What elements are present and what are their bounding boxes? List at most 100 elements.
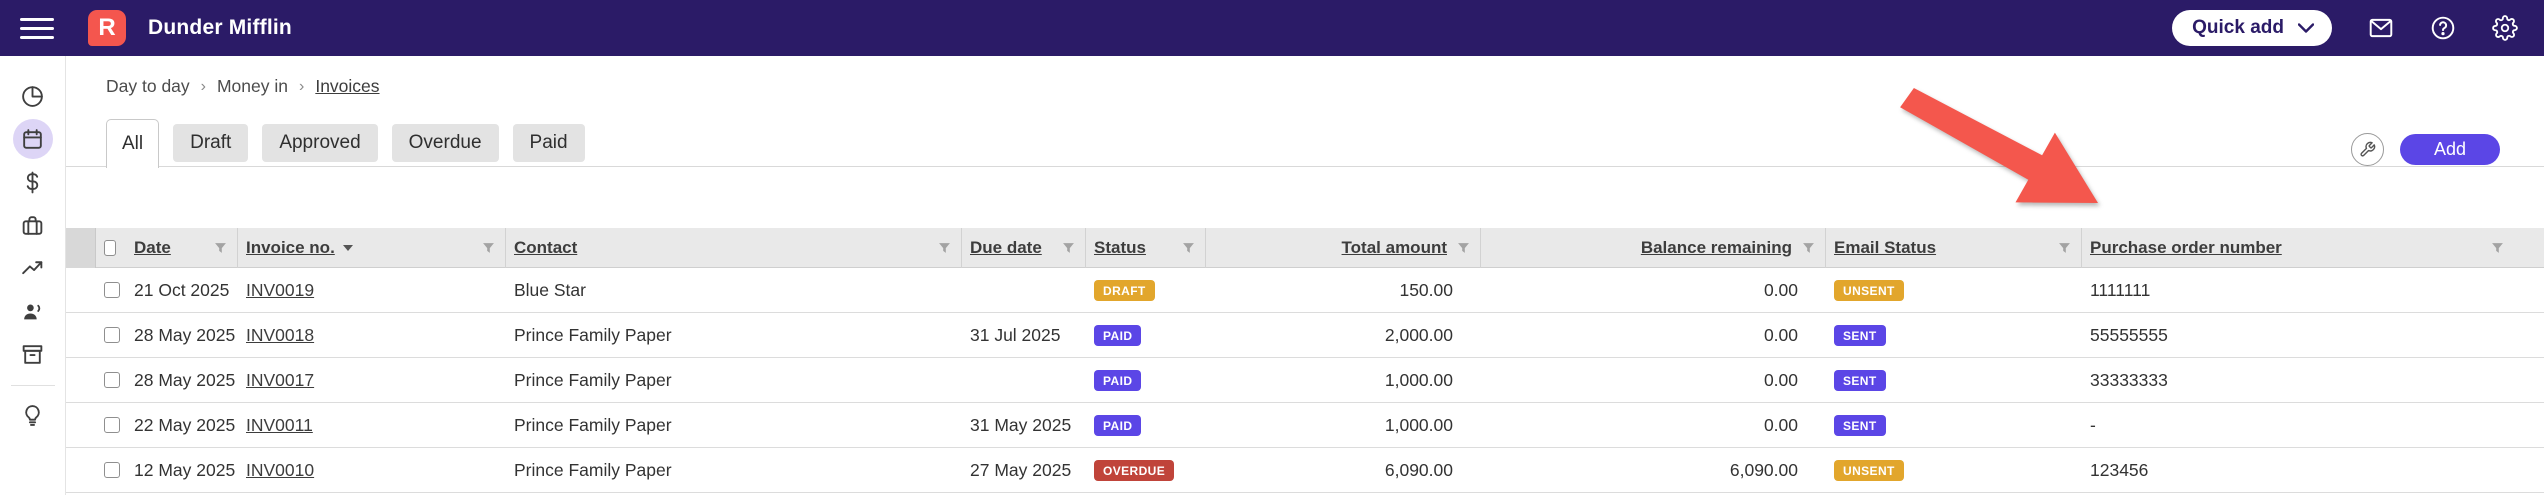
cell-purchase-order: 123456 [2090,459,2149,480]
breadcrumb-separator-icon: › [200,77,206,95]
cell-contact: Blue Star [514,279,586,300]
filter-icon[interactable] [2491,242,2504,255]
pie-chart-icon [22,85,43,107]
menu-icon[interactable] [20,15,54,41]
status-badge: PAID [1094,324,1142,347]
invoice-link[interactable]: INV0019 [246,279,315,300]
invoice-link[interactable]: INV0018 [246,324,315,345]
filter-icon[interactable] [1802,242,1815,255]
cell-total-amount: 150.00 [1399,279,1453,300]
table-row[interactable]: 28 May 2025 INV0017 Prince Family Paper … [66,358,2544,403]
filter-icon[interactable] [1182,242,1195,255]
cell-date: 22 May 2025 [134,414,236,435]
tab-draft[interactable]: Draft [173,124,249,162]
email-status-badge: UNSENT [1834,279,1904,302]
main-content: Day to day › Money in › Invoices All Dra… [66,56,2544,495]
breadcrumb: Day to day › Money in › Invoices [106,76,380,97]
row-checkbox[interactable] [104,282,120,298]
cell-due-date: 31 Jul 2025 [970,324,1061,345]
row-checkbox[interactable] [104,372,120,388]
sidebar-item-reports[interactable] [13,76,53,116]
cell-total-amount: 1,000.00 [1384,414,1453,435]
tab-all[interactable]: All [106,119,160,168]
header-select-all [96,228,126,268]
cell-balance-remaining: 0.00 [1763,414,1798,435]
status-badge: PAID [1094,414,1142,437]
quick-add-button[interactable]: Quick add [2172,10,2332,46]
breadcrumb-day-to-day[interactable]: Day to day [106,76,190,96]
sidebar-item-performance[interactable] [13,248,53,288]
status-badge: PAID [1094,369,1142,392]
cell-balance-remaining: 0.00 [1763,369,1798,390]
header-balance-remaining: Balance remaining [1481,228,1826,268]
tab-approved[interactable]: Approved [262,124,378,162]
email-status-badge: UNSENT [1834,459,1904,482]
cell-total-amount: 6,090.00 [1384,459,1453,480]
invoice-link[interactable]: INV0011 [246,414,313,435]
invoice-link[interactable]: INV0010 [246,459,315,480]
header-contact: Contact [506,228,962,268]
status-badge: DRAFT [1094,279,1155,302]
breadcrumb-invoices[interactable]: Invoices [315,76,380,96]
cell-date: 12 May 2025 [134,459,236,480]
table-row[interactable]: 12 May 2025 INV0010 Prince Family Paper … [66,448,2544,493]
tab-paid[interactable]: Paid [512,124,585,162]
header-date: Date [126,228,238,268]
cell-purchase-order: 55555555 [2090,324,2168,345]
help-icon[interactable] [2430,15,2456,41]
cell-balance-remaining: 0.00 [1763,279,1798,300]
company-name: Dunder Mifflin [148,16,292,39]
archive-box-icon [22,344,43,364]
mail-icon[interactable] [2368,15,2394,41]
quick-add-label: Quick add [2192,17,2284,38]
row-checkbox[interactable] [104,327,120,343]
filter-icon[interactable] [1062,242,1075,255]
logo-letter: R [98,14,116,41]
invoice-link[interactable]: INV0017 [246,369,315,390]
app-logo[interactable]: R [88,10,126,46]
add-button[interactable]: Add [2399,134,2500,165]
table-header-row: Date Invoice no. Contact Due date Status… [66,228,2544,268]
cell-balance-remaining: 0.00 [1763,324,1798,345]
cell-purchase-order: 33333333 [2090,369,2168,390]
table-row[interactable]: 28 May 2025 INV0018 Prince Family Paper … [66,313,2544,358]
select-all-checkbox[interactable] [104,240,116,256]
email-status-badge: SENT [1834,324,1886,347]
email-status-badge: SENT [1834,414,1886,437]
cell-balance-remaining: 6,090.00 [1729,459,1798,480]
sidebar-item-business[interactable] [13,205,53,245]
breadcrumb-money-in[interactable]: Money in [216,76,288,96]
sidebar-item-ideas[interactable] [13,395,53,435]
filter-icon[interactable] [938,242,951,255]
sidebar-item-inventory[interactable] [13,334,53,374]
sidebar-item-day-to-day[interactable] [12,119,53,159]
sidebar-item-contacts[interactable] [13,291,53,331]
chevron-down-icon [2298,23,2314,33]
sidebar-item-money[interactable] [13,162,53,202]
cell-purchase-order: 1111111 [2090,279,2151,300]
customize-columns-button[interactable] [2350,133,2384,166]
calendar-icon [23,128,42,149]
filter-icon[interactable] [1457,242,1470,255]
header-strip [66,228,96,268]
table-row[interactable]: 21 Oct 2025 INV0019 Blue Star DRAFT 150.… [66,268,2544,313]
filter-icon[interactable] [482,242,495,255]
briefcase-icon [22,215,43,235]
email-status-badge: SENT [1834,369,1886,392]
settings-gear-icon[interactable] [2492,15,2518,41]
invoices-table: Date Invoice no. Contact Due date Status… [66,228,2544,493]
contacts-icon [24,304,41,319]
header-total-amount: Total amount [1206,228,1481,268]
sort-desc-icon[interactable] [342,245,353,251]
tab-overdue[interactable]: Overdue [391,124,499,162]
filter-icon[interactable] [2058,242,2071,255]
table-row[interactable]: 22 May 2025 INV0011 Prince Family Paper … [66,403,2544,448]
filter-icon[interactable] [214,242,227,255]
row-checkbox[interactable] [104,462,120,478]
header-due-date: Due date [962,228,1086,268]
cell-contact: Prince Family Paper [514,459,672,480]
row-checkbox[interactable] [104,417,120,433]
tab-bar: All Draft Approved Overdue Paid Add [66,119,2544,168]
header-email-status: Email Status [1826,228,2082,268]
cell-date: 28 May 2025 [134,369,236,390]
